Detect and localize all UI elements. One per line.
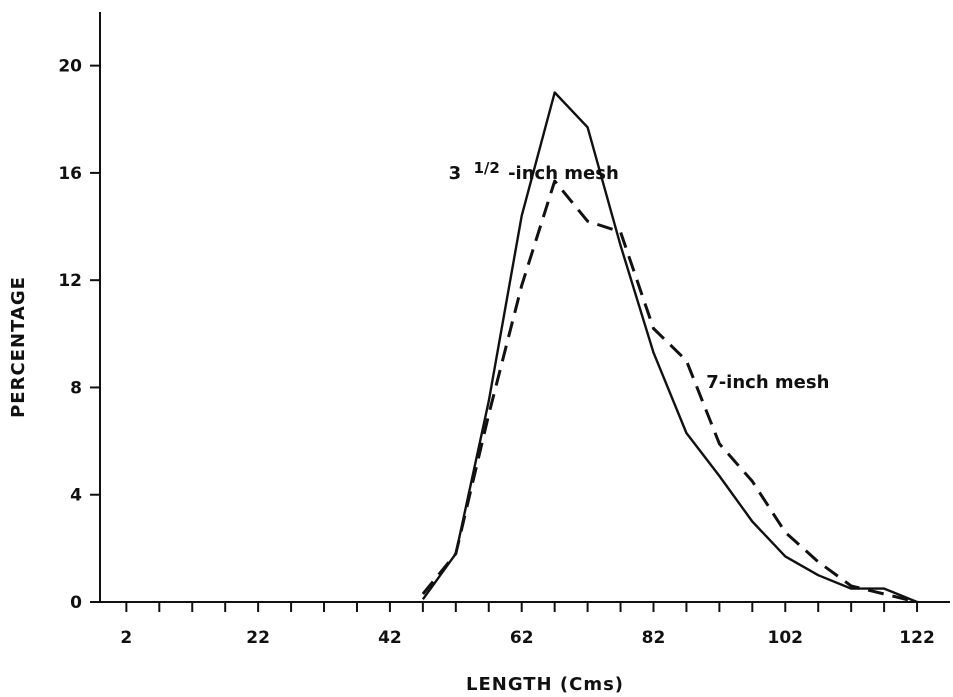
series-line-1 (421, 179, 918, 604)
y-tick-label: 20 (58, 57, 82, 77)
x-tick-label: 62 (510, 628, 534, 648)
annotation-rest: -inch mesh (508, 163, 619, 184)
y-ticks: 0 4 8 12 16 20 (58, 57, 100, 613)
x-tick-label: 2 (120, 628, 132, 648)
y-tick-label: 16 (58, 164, 82, 184)
annotation-7-inch-mesh: 7-inch mesh (706, 372, 829, 393)
axes (99, 12, 950, 603)
annotation-whole-part: 3 (449, 163, 462, 184)
x-tick-label: 102 (768, 628, 804, 648)
x-axis-title: LENGTH (Cms) (466, 674, 624, 695)
annotation-3-1-2-inch-mesh: 3 1/2 -inch mesh (449, 157, 619, 184)
x-tick-label: 82 (642, 628, 666, 648)
y-tick-label: 12 (58, 271, 82, 291)
series-line-0 (421, 91, 918, 604)
x-ticks: 2 22 42 62 82 102 122 (120, 602, 935, 648)
y-tick-label: 4 (70, 486, 82, 506)
x-tick-label: 22 (246, 628, 270, 648)
series-layer (421, 91, 918, 604)
y-tick-label: 8 (70, 378, 82, 398)
x-tick-label: 122 (899, 628, 935, 648)
y-axis-title: PERCENTAGE (8, 276, 29, 418)
x-tick-label: 42 (378, 628, 402, 648)
annotation-fraction: 1/2 (473, 159, 499, 177)
y-tick-label: 0 (70, 593, 82, 613)
